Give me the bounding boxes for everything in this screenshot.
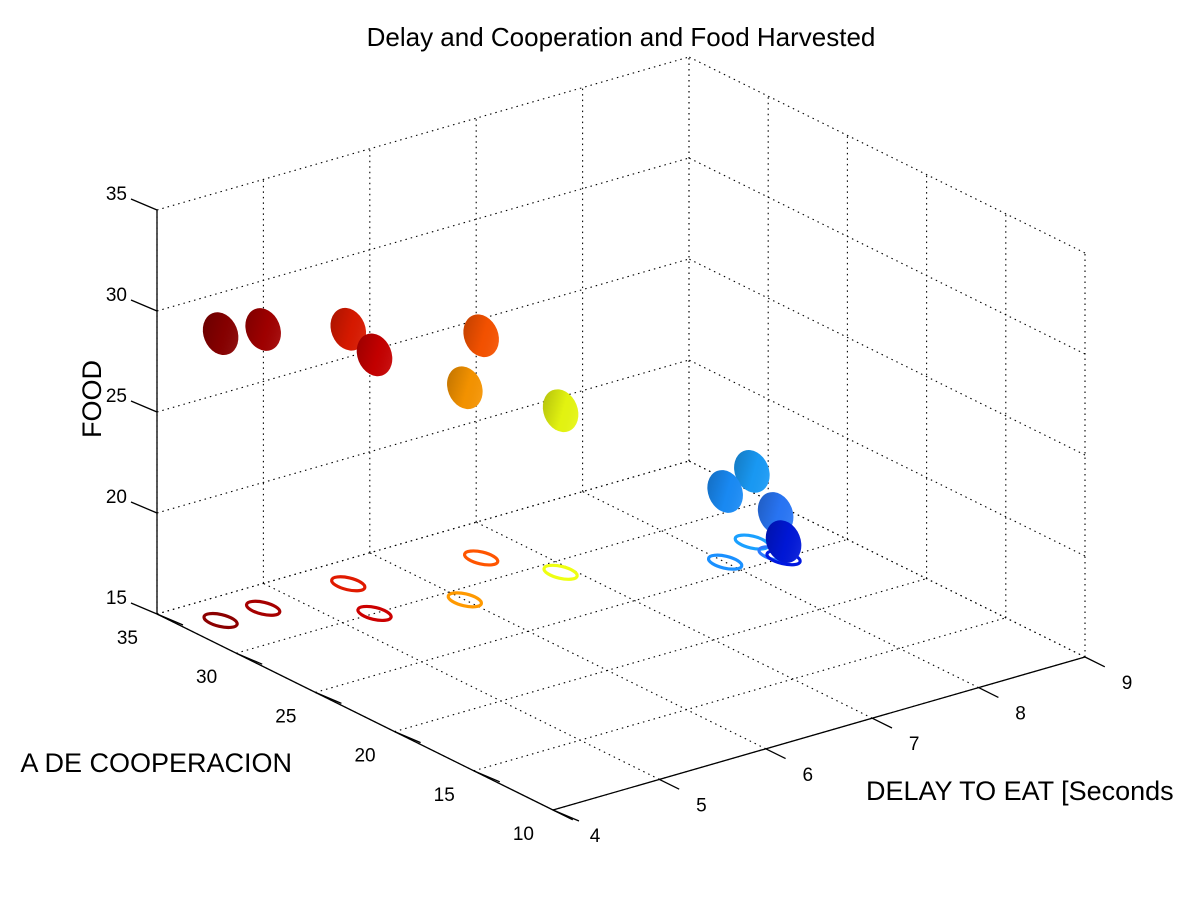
data-point-shading [542,389,579,433]
data-point-shading [447,366,483,410]
z-tick-label: 30 [106,285,127,306]
y-tick-mark [156,613,184,626]
projection-ring [706,553,744,571]
x-tick-label: 9 [1122,673,1133,694]
data-point-shading [734,450,770,493]
floor-grid-line [236,499,769,654]
floor-grid-line [394,578,927,733]
x-tick-mark [978,687,999,698]
tick-labels: 4 5 6 7 8 9 10 15 20 25 30 35 15 20 25 30 35 [106,184,1132,847]
y-axis-label: A DE COOPERACION [20,748,292,778]
side-wall-grid-line [688,157,1086,355]
y-tick-mark [235,652,263,665]
x-axis-label: DELAY TO EAT [Seconds [866,776,1174,806]
projection-ring [542,563,579,581]
data-points [202,307,802,563]
y-axis-line [156,613,554,811]
side-wall-grid-line [688,56,1086,254]
x-tick-label: 5 [696,795,707,816]
floor-grid-line [315,538,848,693]
data-point-shading [330,307,367,351]
side-wall-grid-line [688,258,1086,456]
x-tick-mark [871,717,893,729]
y-tick-label: 10 [513,824,534,845]
z-axis-label: FOOD [77,360,107,438]
side-wall-grid-line [688,460,1086,658]
x-tick-label: 7 [909,734,920,755]
floor-grid-line [473,617,1006,772]
floor-grid-line [582,491,979,689]
projection-ring [356,604,393,623]
y-tick-mark [552,809,580,822]
x-tick-label: 4 [590,826,601,847]
floor-grid-line [369,552,767,750]
data-point-shading [765,520,802,563]
chart-title: Delay and Cooperation and Food Harvested [367,22,876,52]
x-tick-mark [765,748,786,760]
data-point-shading [707,470,743,513]
z-tick-mark [130,198,158,211]
y-tick-label: 15 [434,785,455,806]
y-tick-mark [315,691,342,704]
x-tick-mark [659,778,680,790]
y-tick-mark [473,770,501,783]
x-axis-line [552,656,1086,811]
back-wall-grid-line [156,460,690,615]
z-tick-label: 35 [106,184,127,205]
floor-grid-line [263,582,660,780]
x-tick-mark [1084,656,1106,668]
z-tick-label: 15 [106,588,127,609]
z-tick-mark [130,602,158,615]
floor-grid-line [475,521,873,719]
projection-ring [462,549,500,567]
y-tick-label: 20 [354,746,375,767]
x-tick-label: 6 [803,765,814,786]
axes-layer [130,198,1106,822]
projection-ring [244,599,282,617]
z-tick-mark [130,400,158,413]
projection-ring [733,533,771,551]
data-point-shading [202,312,239,356]
data-point-shading [356,333,393,377]
z-tick-mark [130,299,158,312]
projection-ring [330,575,367,593]
y-tick-label: 35 [117,628,138,649]
x-tick-label: 8 [1015,704,1026,725]
projection-ring [446,591,484,609]
z-tick-label: 20 [106,487,127,508]
side-wall-grid-line [688,359,1086,557]
y-tick-label: 25 [275,706,296,727]
data-point-shading [245,308,281,351]
back-wall-grid-line [156,56,690,211]
back-wall-grid-line [156,157,690,312]
z-tick-label: 25 [106,386,127,407]
y-tick-mark [394,731,421,744]
back-wall-grid-line [156,359,690,514]
projection-ring [202,611,239,630]
projection-rings [202,533,802,630]
data-point-shading [463,314,499,358]
z-tick-mark [130,501,158,514]
y-tick-label: 30 [196,667,217,688]
